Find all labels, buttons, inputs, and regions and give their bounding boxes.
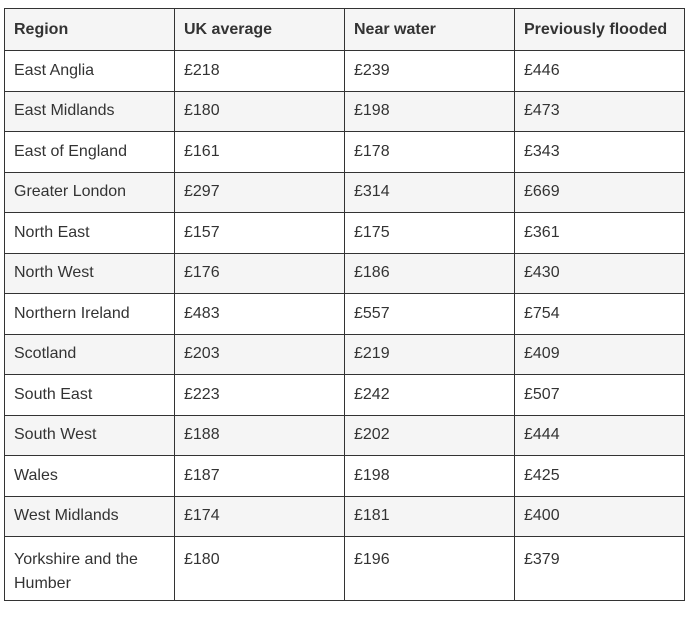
cell-uk-average: £297 bbox=[174, 171, 345, 213]
cell-previously-flooded: £400 bbox=[514, 495, 685, 537]
column-header-previously-flooded: Previously flooded bbox=[514, 8, 685, 51]
cell-near-water: £202 bbox=[344, 414, 515, 456]
table-row: South East £223 £242 £507 bbox=[4, 374, 685, 416]
cell-uk-average: £161 bbox=[174, 131, 345, 173]
cell-region: West Midlands bbox=[4, 495, 175, 537]
table-row: East of England £161 £178 £343 bbox=[4, 131, 685, 173]
cell-uk-average: £203 bbox=[174, 333, 345, 375]
cell-region: East Anglia bbox=[4, 50, 175, 92]
table-row: North East £157 £175 £361 bbox=[4, 212, 685, 254]
cell-region: East Midlands bbox=[4, 90, 175, 132]
cell-previously-flooded: £446 bbox=[514, 50, 685, 92]
cell-uk-average: £218 bbox=[174, 50, 345, 92]
cell-previously-flooded: £343 bbox=[514, 131, 685, 173]
table-row: West Midlands £174 £181 £400 bbox=[4, 495, 685, 537]
cell-region: Scotland bbox=[4, 333, 175, 375]
cell-previously-flooded: £409 bbox=[514, 333, 685, 375]
table-row: Northern Ireland £483 £557 £754 bbox=[4, 293, 685, 335]
cell-near-water: £175 bbox=[344, 212, 515, 254]
cell-near-water: £196 bbox=[344, 536, 515, 601]
cell-uk-average: £174 bbox=[174, 495, 345, 537]
premium-table: Region UK average Near water Previously flo… bbox=[4, 8, 685, 601]
column-header-uk-average: UK average bbox=[174, 8, 345, 51]
table-row: Wales £187 £198 £425 bbox=[4, 455, 685, 497]
cell-region: South West bbox=[4, 414, 175, 456]
cell-region: East of England bbox=[4, 131, 175, 173]
cell-uk-average: £157 bbox=[174, 212, 345, 254]
cell-region: North West bbox=[4, 252, 175, 294]
cell-previously-flooded: £754 bbox=[514, 293, 685, 335]
cell-uk-average: £483 bbox=[174, 293, 345, 335]
cell-previously-flooded: £444 bbox=[514, 414, 685, 456]
cell-near-water: £242 bbox=[344, 374, 515, 416]
cell-near-water: £186 bbox=[344, 252, 515, 294]
cell-uk-average: £187 bbox=[174, 455, 345, 497]
header-row: Region UK average Near water Previously flo… bbox=[4, 8, 685, 51]
cell-previously-flooded: £361 bbox=[514, 212, 685, 254]
cell-near-water: £178 bbox=[344, 131, 515, 173]
cell-uk-average: £180 bbox=[174, 536, 345, 601]
cell-previously-flooded: £507 bbox=[514, 374, 685, 416]
table-row: South West £188 £202 £444 bbox=[4, 414, 685, 456]
table-row: Greater London £297 £314 £669 bbox=[4, 171, 685, 213]
cell-near-water: £198 bbox=[344, 455, 515, 497]
cell-region: Wales bbox=[4, 455, 175, 497]
cell-near-water: £198 bbox=[344, 90, 515, 132]
cell-near-water: £239 bbox=[344, 50, 515, 92]
table-row: Scotland £203 £219 £409 bbox=[4, 333, 685, 375]
cell-previously-flooded: £473 bbox=[514, 90, 685, 132]
cell-near-water: £557 bbox=[344, 293, 515, 335]
cell-near-water: £219 bbox=[344, 333, 515, 375]
cell-region: Greater London bbox=[4, 171, 175, 213]
cell-uk-average: £180 bbox=[174, 90, 345, 132]
cell-uk-average: £176 bbox=[174, 252, 345, 294]
cell-region: North East bbox=[4, 212, 175, 254]
cell-region: Northern Ireland bbox=[4, 293, 175, 335]
column-header-region: Region bbox=[4, 8, 175, 51]
cell-uk-average: £188 bbox=[174, 414, 345, 456]
table-row: Yorkshire and the Humber £180 £196 £379 bbox=[4, 536, 685, 601]
table-row: East Midlands £180 £198 £473 bbox=[4, 90, 685, 132]
cell-region: Yorkshire and the Humber bbox=[4, 536, 175, 601]
cell-previously-flooded: £425 bbox=[514, 455, 685, 497]
cell-previously-flooded: £379 bbox=[514, 536, 685, 601]
cell-uk-average: £223 bbox=[174, 374, 345, 416]
cell-previously-flooded: £669 bbox=[514, 171, 685, 213]
cell-previously-flooded: £430 bbox=[514, 252, 685, 294]
cell-region: South East bbox=[4, 374, 175, 416]
column-header-near-water: Near water bbox=[344, 8, 515, 51]
table-row: East Anglia £218 £239 £446 bbox=[4, 50, 685, 92]
cell-near-water: £314 bbox=[344, 171, 515, 213]
cell-near-water: £181 bbox=[344, 495, 515, 537]
table-row: North West £176 £186 £430 bbox=[4, 252, 685, 294]
